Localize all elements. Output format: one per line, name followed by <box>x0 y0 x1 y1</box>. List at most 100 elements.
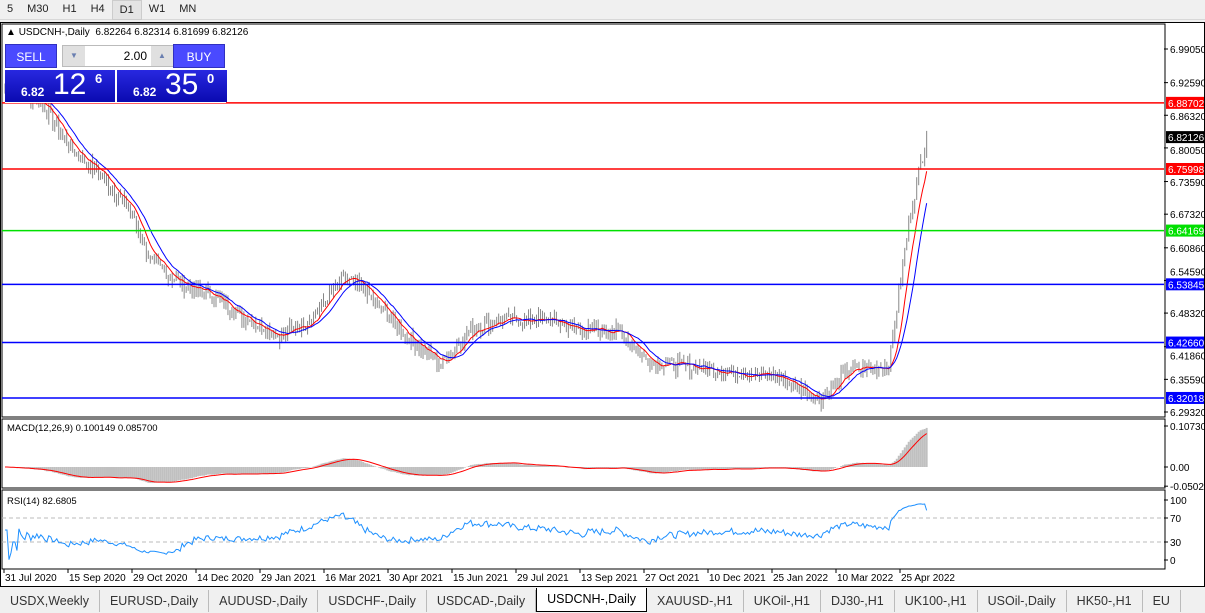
chart-tab[interactable]: EU <box>1143 590 1181 612</box>
chart-tab[interactable]: DJ30-,H1 <box>821 590 895 612</box>
level-price-tag <box>1166 391 1205 404</box>
level-price-tag <box>1166 336 1205 349</box>
macd-pane <box>1 418 1166 489</box>
level-price-label: 6.64169 <box>1168 227 1204 238</box>
timeframe-h1[interactable]: H1 <box>62 3 77 15</box>
buy-price-pips: 35 <box>165 68 199 101</box>
price-tick-label: 6.60860 <box>1170 244 1204 255</box>
date-label: 15 Jun 2021 <box>453 573 508 584</box>
date-label: 29 Jul 2021 <box>517 573 569 584</box>
symbol-label: USDCNH-,Daily <box>18 27 90 38</box>
one-click-trading-panel: SELL ▼ ▲ BUY 6.82 12 6 6.82 35 0 <box>5 44 227 103</box>
timeframe-toolbar: 5 M30 H1 H4 D1 W1 MN <box>0 0 1205 20</box>
rsi-line <box>5 503 928 560</box>
rsi-tick-label: 100 <box>1170 496 1187 507</box>
date-label: 25 Jan 2022 <box>773 573 828 584</box>
ohlc-values: 6.82264 6.82314 6.81699 6.82126 <box>95 27 249 38</box>
buy-price-fraction: 0 <box>207 71 215 86</box>
chart-window[interactable]: 6.99050 6.92590 6.86320 6.80050 6.73590 6.673… <box>0 22 1205 587</box>
buy-price[interactable]: 6.82 35 0 <box>117 68 227 102</box>
chart-canvas[interactable]: 6.99050 6.92590 6.86320 6.80050 6.73590 6.673… <box>1 23 1205 586</box>
timeframe-h4[interactable]: H4 <box>90 3 105 15</box>
date-label: 13 Sep 2021 <box>581 573 638 584</box>
level-price-tag <box>1166 224 1205 237</box>
price-tick-label: 6.99050 <box>1170 45 1204 56</box>
price-tick-label: 6.86320 <box>1170 112 1204 123</box>
level-price-tag <box>1166 96 1205 109</box>
price-tick-label: 6.48320 <box>1170 309 1204 320</box>
date-label: 29 Jan 2021 <box>261 573 316 584</box>
price-tick-label: 6.73590 <box>1170 178 1204 189</box>
timeframe-mn[interactable]: MN <box>179 3 197 15</box>
date-label: 27 Oct 2021 <box>645 573 700 584</box>
level-price-label: 6.88702 <box>1168 99 1204 110</box>
timeframe-d1[interactable]: D1 <box>111 0 142 20</box>
decrease-lot-button[interactable]: ▼ <box>63 46 85 66</box>
sell-price-prefix: 6.82 <box>21 85 45 99</box>
lot-size-input[interactable] <box>85 46 151 66</box>
chart-tabs: USDX,Weekly EURUSD-,Daily AUDUSD-,Daily USD… <box>0 588 1205 613</box>
price-tick-label: 6.29320 <box>1170 408 1204 419</box>
rsi-pane <box>1 489 1166 570</box>
timeframe-w1[interactable]: W1 <box>148 3 166 15</box>
price-tick-label: 6.35590 <box>1170 375 1204 386</box>
date-label: 14 Dec 2020 <box>197 573 254 584</box>
chart-tab[interactable]: USDCNH-,Daily <box>536 588 647 612</box>
level-price-label: 6.53845 <box>1168 280 1204 291</box>
chart-tab[interactable]: HK50-,H1 <box>1067 590 1143 612</box>
timeframe-m30[interactable]: M30 <box>27 3 49 15</box>
moving-average-slow <box>4 85 928 397</box>
current-price-label: 6.82126 <box>1168 133 1204 144</box>
buy-price-prefix: 6.82 <box>133 85 157 99</box>
price-tick-label: 6.67320 <box>1170 210 1204 221</box>
chart-tab[interactable]: USDCHF-,Daily <box>318 590 427 612</box>
date-label: 16 Mar 2021 <box>325 573 382 584</box>
macd-tick-label: -0.05021 <box>1170 482 1204 493</box>
macd-histogram <box>5 427 928 484</box>
price-tick-label: 6.41860 <box>1170 352 1204 363</box>
chart-tab[interactable]: UKOil-,H1 <box>744 590 821 612</box>
moving-average-fast <box>4 85 928 400</box>
rsi-tick-label: 30 <box>1170 538 1182 549</box>
chart-tab[interactable]: AUDUSD-,Daily <box>209 590 319 612</box>
price-tick-label: 6.54590 <box>1170 267 1204 278</box>
chart-title: ▲ USDCNH-,Daily 6.82264 6.82314 6.81699 … <box>6 27 249 38</box>
chart-tab[interactable]: USOil-,Daily <box>978 590 1067 612</box>
price-bars <box>4 79 928 412</box>
macd-label: MACD(12,26,9) 0.100149 0.085700 <box>7 423 158 434</box>
price-tick-label: 6.92590 <box>1170 79 1204 90</box>
rsi-tick-label: 0 <box>1170 556 1176 567</box>
main-pane <box>1 23 1166 418</box>
sell-price-pips: 12 <box>53 68 87 101</box>
macd-tick-label: 0.00 <box>1170 463 1190 474</box>
date-label: 30 Apr 2021 <box>389 573 443 584</box>
macd-signal-line <box>4 433 927 483</box>
chart-tab[interactable]: UK100-,H1 <box>895 590 978 612</box>
current-price-tag <box>1166 131 1205 144</box>
date-label: 29 Oct 2020 <box>133 573 188 584</box>
level-price-label: 6.75998 <box>1168 165 1204 176</box>
date-label: 15 Sep 2020 <box>69 573 126 584</box>
chart-tab[interactable]: XAUUSD-,H1 <box>647 590 744 612</box>
lot-size-stepper: ▼ ▲ <box>62 45 174 67</box>
chart-tab[interactable]: EURUSD-,Daily <box>100 590 210 612</box>
date-label: 25 Apr 2022 <box>901 573 955 584</box>
chart-tab[interactable]: USDX,Weekly <box>0 590 100 612</box>
rsi-label: RSI(14) 82.6805 <box>7 496 77 507</box>
level-price-tag <box>1166 163 1205 176</box>
level-price-label: 6.42660 <box>1168 339 1204 350</box>
date-label: 10 Mar 2022 <box>837 573 894 584</box>
sell-price[interactable]: 6.82 12 6 <box>5 68 115 102</box>
sell-button[interactable]: SELL <box>5 44 57 68</box>
increase-lot-button[interactable]: ▲ <box>151 46 173 66</box>
date-label: 31 Jul 2020 <box>5 573 57 584</box>
date-label: 10 Dec 2021 <box>709 573 766 584</box>
rsi-tick-label: 70 <box>1170 514 1182 525</box>
level-price-tag <box>1166 278 1205 291</box>
timeframe-5[interactable]: 5 <box>7 3 14 15</box>
price-tick-label: 6.80050 <box>1170 146 1204 157</box>
chart-tab[interactable]: USDCAD-,Daily <box>427 590 537 612</box>
buy-button[interactable]: BUY <box>173 44 225 68</box>
macd-tick-label: 0.107305 <box>1170 422 1204 433</box>
sell-price-fraction: 6 <box>95 71 103 86</box>
